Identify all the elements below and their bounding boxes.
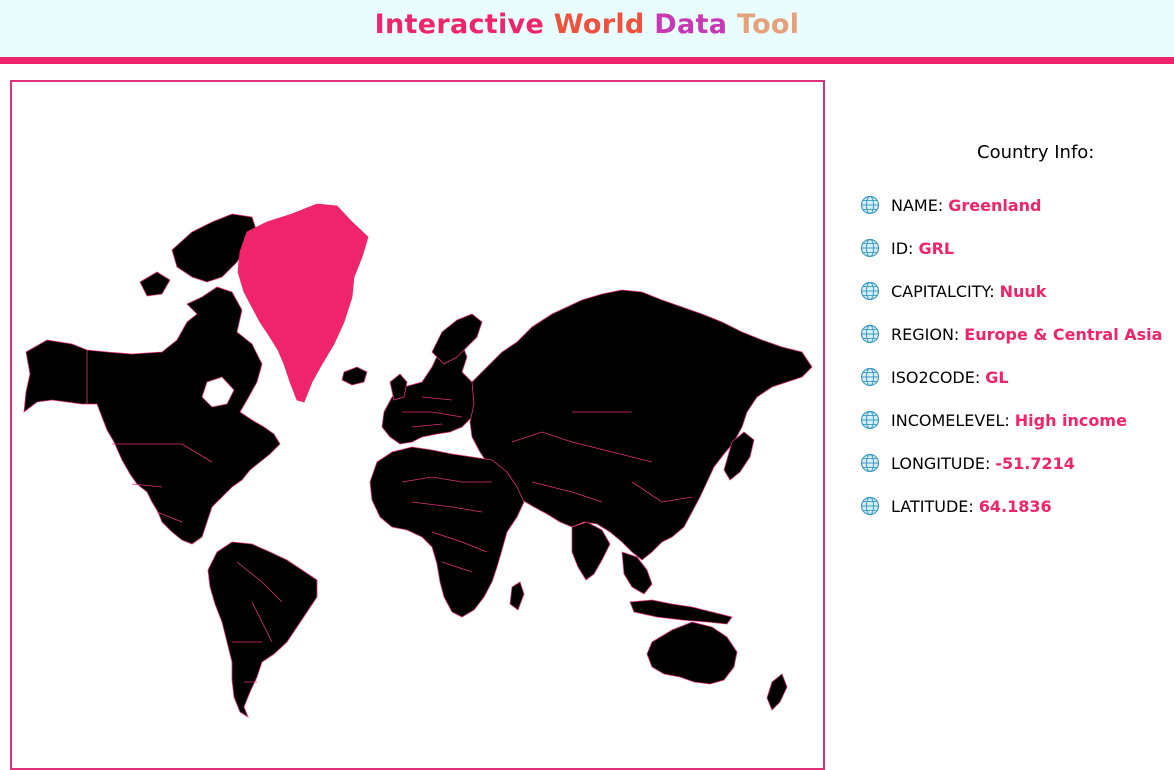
globe-icon (860, 453, 880, 473)
country-arctic-island[interactable] (139, 271, 171, 297)
country-southeast-asia[interactable] (621, 551, 653, 595)
info-row-incomelevel: INCOMELEVEL: High income (860, 408, 1127, 432)
info-row-region: REGION: Europe & Central Asia (860, 322, 1162, 346)
country-indonesia[interactable] (629, 599, 733, 625)
info-key-capitalcity: CAPITALCITY: (891, 281, 995, 301)
info-value-latitude: 64.1836 (978, 496, 1052, 516)
country-uk[interactable] (389, 373, 408, 401)
info-row-longitude: LONGITUDE: -51.7214 (860, 451, 1075, 475)
info-key-id: ID: (891, 238, 914, 258)
world-map-svg[interactable] (12, 82, 825, 770)
country-japan[interactable] (723, 431, 755, 481)
info-row-name: NAME: Greenland (860, 193, 1041, 217)
country-iceland[interactable] (341, 366, 368, 386)
country-greenland[interactable] (237, 203, 369, 403)
header-accent-bar (0, 57, 1174, 64)
globe-icon (860, 238, 880, 258)
country-madagascar[interactable] (509, 581, 525, 611)
app-header: Interactive World Data Tool (0, 0, 1174, 57)
info-value-id: GRL (918, 238, 955, 258)
info-row-id: ID: GRL (860, 236, 954, 260)
info-key-iso2code: ISO2CODE: (891, 367, 981, 387)
borders-europe (402, 396, 463, 428)
country-russia-asia[interactable] (469, 289, 813, 561)
page-title: Interactive World Data Tool (375, 9, 800, 40)
borders-south-america (232, 561, 283, 683)
title-word-2: World (553, 9, 645, 40)
globe-icon (860, 324, 880, 344)
info-key-region: REGION: (891, 324, 960, 344)
info-title: Country Info: (977, 142, 1095, 163)
info-row-capitalcity: CAPITALCITY: Nuuk (860, 279, 1046, 303)
info-key-incomelevel: INCOMELEVEL: (891, 410, 1010, 430)
country-south-america[interactable] (207, 541, 318, 718)
globe-icon (860, 496, 880, 516)
info-value-capitalcity: Nuuk (999, 281, 1047, 301)
world-map[interactable] (10, 80, 825, 770)
country-india[interactable] (571, 521, 611, 581)
info-key-name: NAME: (891, 195, 944, 215)
globe-icon (860, 195, 880, 215)
country-scandinavia[interactable] (431, 313, 483, 365)
title-word-4: Tool (736, 9, 800, 40)
country-new-zealand[interactable] (766, 673, 788, 711)
info-value-iso2code: GL (985, 367, 1009, 387)
info-row-latitude: LATITUDE: 64.1836 (860, 494, 1052, 518)
title-word-3: Data (654, 9, 728, 40)
title-word-1: Interactive (374, 9, 545, 40)
info-row-iso2code: ISO2CODE: GL (860, 365, 1009, 389)
borders-asia (511, 411, 693, 503)
info-value-name: Greenland (948, 195, 1042, 215)
country-hudson-area[interactable] (201, 376, 235, 408)
info-value-incomelevel: High income (1014, 410, 1127, 430)
globe-icon (860, 367, 880, 387)
info-value-region: Europe & Central Asia (964, 324, 1163, 344)
info-value-longitude: -51.7214 (995, 453, 1075, 473)
info-key-latitude: LATITUDE: (891, 496, 974, 516)
country-north-america[interactable] (23, 286, 281, 545)
info-key-longitude: LONGITUDE: (891, 453, 991, 473)
globe-icon (860, 281, 880, 301)
borders-africa (401, 476, 492, 573)
country-africa[interactable] (369, 446, 525, 618)
country-australia[interactable] (646, 621, 738, 685)
globe-icon (860, 410, 880, 430)
borders-north-america (86, 350, 213, 523)
